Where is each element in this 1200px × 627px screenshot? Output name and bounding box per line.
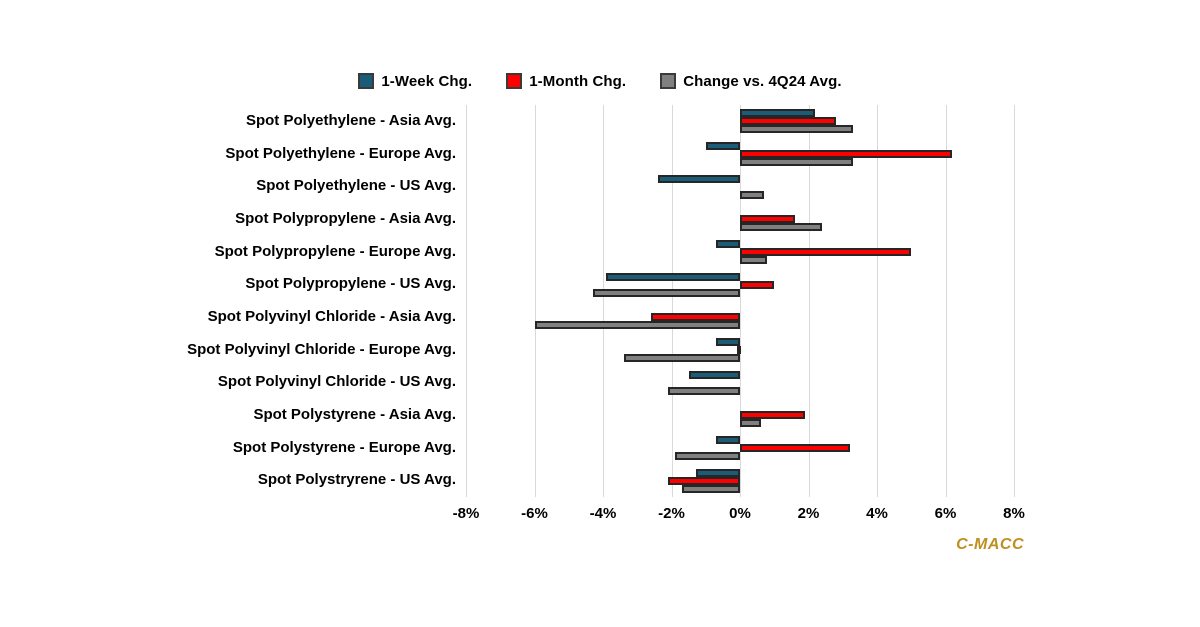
bar	[650, 313, 740, 322]
bar	[695, 468, 740, 477]
bar	[716, 338, 740, 346]
gridline	[671, 105, 673, 497]
x-tick-label: 4%	[866, 505, 888, 522]
legend: 1-Week Chg. 1-Month Chg. Change vs. 4Q24 A…	[0, 66, 1200, 96]
legend-label: 1-Week Chg.	[381, 72, 473, 90]
legend-item: 1-Week Chg.	[358, 73, 472, 90]
x-tick-label: 2%	[797, 505, 820, 522]
x-tick-label: -8%	[452, 505, 480, 522]
gridline	[740, 105, 741, 497]
bar	[740, 419, 761, 428]
watermark-label: C-MACC	[956, 536, 1024, 553]
x-tick-label: -2%	[658, 505, 685, 522]
bar	[623, 354, 741, 362]
bar	[688, 370, 740, 379]
bar	[740, 248, 912, 256]
gridline	[945, 105, 947, 497]
bar	[681, 484, 740, 493]
bar	[740, 256, 768, 264]
category-label: Spot Polyvinyl Chloride - US Avg.	[217, 373, 456, 391]
category-label: Spot Polystyrene - Asia Avg.	[253, 406, 456, 423]
category-label: Spot Polystryrene - US Avg.	[257, 471, 456, 489]
x-tick-label: -4%	[589, 505, 617, 522]
gridline	[466, 105, 467, 497]
bar	[740, 158, 853, 166]
bar	[592, 288, 740, 297]
category-label: Spot Polyethylene - Asia Avg.	[245, 112, 456, 129]
x-tick-label: 6%	[934, 505, 957, 522]
bar	[740, 190, 764, 199]
gridline	[808, 105, 810, 497]
square-icon	[660, 73, 677, 89]
bar	[740, 125, 853, 134]
category-label: Spot Polypropylene - Asia Avg.	[235, 210, 456, 227]
bar	[740, 117, 836, 126]
x-tick-label: -6%	[521, 505, 548, 522]
x-tick-label: 0%	[729, 505, 751, 522]
category-label: Spot Polyethylene - Europe Avg.	[225, 144, 456, 162]
category-label: Spot Polyvinyl Chloride - Asia Avg.	[207, 308, 456, 325]
gridline	[534, 105, 536, 497]
category-label: Spot Polypropylene - Europe Avg.	[214, 242, 456, 260]
category-axis: Spot Polyethylene - Asia Avg. Spot Polyet…	[0, 105, 456, 497]
bar	[657, 174, 740, 183]
bar	[740, 411, 806, 420]
bar	[740, 109, 816, 118]
bar	[705, 142, 741, 150]
gridline	[1014, 105, 1015, 497]
plot-area	[466, 105, 1015, 497]
category-label: Spot Polypropylene - US Avg.	[245, 275, 456, 293]
bar	[606, 272, 740, 281]
bar	[668, 386, 740, 395]
bar	[716, 240, 740, 248]
bar	[740, 223, 823, 232]
category-label: Spot Polyvinyl Chloride - Europe Avg.	[187, 340, 456, 358]
category-label: Spot Polyethylene - US Avg.	[256, 177, 456, 195]
bar	[674, 452, 740, 460]
x-axis-ticks: -8% -6% -4% -2% 0% 2% 4% 6% 8%	[453, 505, 1025, 525]
legend-item: 1-Month Chg.	[506, 73, 626, 90]
bar	[740, 444, 850, 452]
bar	[534, 321, 740, 330]
bar	[716, 436, 740, 444]
legend-label: 1-Month Chg.	[529, 72, 627, 90]
gridline	[877, 105, 878, 497]
bar	[736, 346, 741, 354]
x-tick-label: 8%	[1003, 505, 1025, 522]
bar	[668, 476, 740, 485]
square-icon	[358, 73, 375, 89]
bar	[740, 150, 953, 158]
bar	[740, 280, 775, 289]
bar	[740, 215, 795, 224]
category-label: Spot Polystyrene - Europe Avg.	[232, 438, 456, 456]
legend-label: Change vs. 4Q24 Avg.	[683, 72, 842, 90]
gridline	[603, 105, 604, 497]
square-icon	[506, 73, 523, 89]
legend-item: Change vs. 4Q24 Avg.	[660, 72, 842, 90]
